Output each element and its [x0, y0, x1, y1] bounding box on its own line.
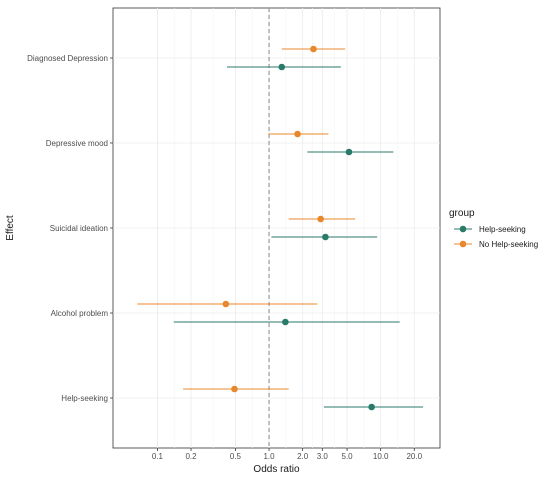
legend-label: Help-seeking [479, 225, 526, 234]
legend-items: Help-seeking No Help-seeking [454, 225, 538, 249]
odds-ratio-point [282, 318, 289, 326]
x-tick-label: 5.0 [342, 452, 354, 461]
data-marks [137, 45, 424, 411]
odds-ratio-point [310, 45, 317, 53]
legend-title: group [449, 208, 475, 219]
x-tick-label: 0.2 [185, 452, 197, 461]
odds-ratio-point [322, 233, 329, 241]
x-axis-title: Odds ratio [253, 464, 300, 475]
y-tick-label: Alcohol problem [51, 309, 109, 318]
odds-ratio-point [317, 215, 324, 223]
legend-label: No Help-seeking [479, 240, 538, 249]
y-tick-label: Diagnosed Depression [27, 54, 108, 63]
legend-key-point [459, 225, 467, 233]
odds-ratio-point [294, 130, 301, 138]
axis-ticks: 0.1 0.2 0.5 1.0 2.0 3.0 5.0 10.0 20.0 Diagnosed D… [27, 54, 423, 461]
odds-ratio-point [345, 148, 353, 156]
y-tick-label: Suicidal ideation [50, 224, 108, 233]
y-tick-label: Help-seeking [61, 394, 108, 403]
x-tick-label: 2.0 [297, 452, 309, 461]
odds-ratio-point [231, 385, 238, 393]
odds-ratio-point [278, 63, 286, 71]
x-tick-label: 10.0 [373, 452, 389, 461]
legend: group Help-seeking No Help-seeking [449, 208, 538, 249]
x-tick-label: 3.0 [317, 452, 329, 461]
odds-ratio-point [222, 300, 230, 308]
y-tick-label: Depressive mood [46, 139, 108, 148]
legend-key-point [459, 240, 467, 248]
x-tick-label: 0.1 [152, 452, 164, 461]
odds-ratio-point [368, 403, 375, 411]
y-axis-title: Effect [5, 215, 16, 241]
x-tick-label: 20.0 [406, 452, 422, 461]
x-tick-label: 0.5 [230, 452, 242, 461]
x-tick-label: 1.0 [263, 452, 275, 461]
